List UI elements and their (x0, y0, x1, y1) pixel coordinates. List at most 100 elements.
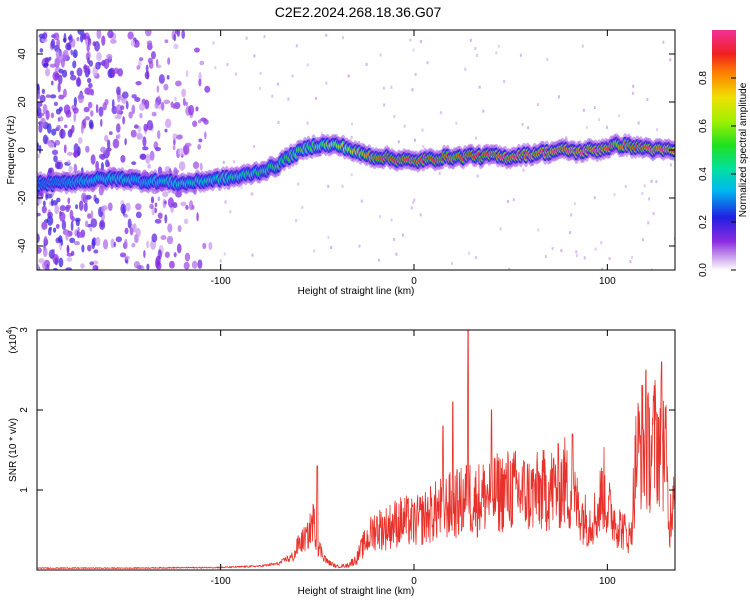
spectrogram-faint-cell (455, 121, 458, 125)
spectrogram-faint-cell (508, 267, 511, 270)
spectrogram-noise-cell (176, 134, 183, 140)
spectrogram-noise-cell (140, 265, 145, 270)
spectrogram-noise-cell (131, 94, 137, 99)
spectrogram-faint-cell (382, 86, 385, 90)
spectrogram-noise-cell (160, 235, 167, 240)
spectrogram-noise-cell (175, 80, 182, 87)
spectrogram-noise-cell (81, 192, 87, 202)
spectrogram-faint-cell (608, 257, 611, 261)
spectrogram-noise-cell (157, 129, 161, 140)
spectrogram-faint-cell (234, 72, 237, 76)
spectrogram-faint-cell (474, 46, 477, 50)
spectrogram-faint-cell (573, 202, 576, 206)
spectrogram-faint-cell (506, 199, 509, 203)
spectrogram-faint-cell (341, 184, 344, 188)
spectrogram-noise-cell (139, 153, 147, 160)
spectrogram-noise-cell (145, 30, 152, 37)
snr-y-tick-label: 1 (19, 487, 30, 493)
spectrogram-noise-cell (164, 214, 168, 224)
spectrogram-noise-cell (42, 200, 46, 207)
spectrogram-faint-cell (426, 61, 429, 65)
colorbar-label: Normalized spectral amplitude (738, 82, 749, 217)
spectrogram-noise-cell (101, 35, 106, 46)
spectrogram-noise-cell (162, 191, 169, 198)
spectrogram-y-tick-label: -40 (17, 238, 28, 253)
spectrogram-noise-cell (120, 155, 126, 163)
spectrogram-noise-cell (90, 154, 96, 165)
spectrogram-noise-cell (72, 107, 79, 114)
snr-multiplier-exponent: 4 (5, 329, 14, 334)
spectrogram-faint-cell (631, 91, 634, 95)
spectrogram-faint-cell (347, 74, 350, 78)
spectrogram-noise-cell (142, 146, 149, 151)
spectrogram-faint-cell (478, 85, 481, 89)
spectrogram-noise-cell (83, 64, 88, 74)
spectrogram-faint-cell (544, 255, 547, 259)
spectrogram-faint-cell (379, 53, 382, 57)
spectrogram-noise-cell (117, 133, 121, 140)
spectrogram-noise-cell (185, 101, 188, 107)
spectrogram-noise-cell (103, 58, 110, 70)
spectrogram-noise-cell (192, 120, 198, 127)
spectrogram-noise-cell (47, 211, 53, 219)
spectrogram-noise-cell (87, 57, 90, 65)
spectrogram-faint-cell (263, 35, 266, 39)
spectrogram-noise-cell (37, 212, 41, 217)
spectrogram-noise-cell (42, 262, 47, 270)
spectrogram-noise-cell (98, 106, 104, 117)
spectrogram-noise-cell (50, 112, 55, 119)
spectrogram-noise-cell (90, 218, 98, 228)
spectrogram-noise-cell (54, 161, 61, 169)
spectrogram-faint-cell (297, 182, 300, 186)
spectrogram-noise-cell (83, 202, 88, 213)
spectrogram-noise-cell (74, 149, 78, 158)
spectrogram-faint-cell (624, 185, 627, 189)
spectrogram-noise-cell (58, 106, 63, 112)
spectrogram-faint-cell (393, 237, 396, 241)
spectrogram-noise-cell (164, 118, 172, 129)
spectrogram-faint-cell (390, 218, 393, 222)
snr-multiplier-close: ) (8, 326, 19, 329)
spectrogram-noise-cell (56, 197, 61, 203)
spectrogram-noise-cell (90, 110, 94, 117)
spectrogram-faint-cell (593, 196, 596, 200)
spectrogram-faint-cell (229, 210, 232, 214)
spectrogram-noise-cell (51, 149, 59, 156)
spectrogram-noise-cell (193, 47, 200, 53)
spectrogram-noise-cell (88, 83, 93, 89)
spectrogram-noise-cell (43, 236, 48, 246)
spectrogram-faint-cell (495, 51, 498, 55)
spectrogram-noise-cell (100, 205, 104, 213)
spectrogram-noise-cell (192, 161, 200, 170)
spectrogram-faint-cell (295, 44, 298, 48)
spectrogram-faint-cell (519, 53, 522, 57)
spectrogram-noise-cell (154, 218, 162, 224)
spectrogram-faint-cell (277, 120, 280, 124)
spectrogram-faint-cell (306, 63, 309, 67)
spectrogram-faint-cell (512, 198, 515, 202)
spectrogram-noise-cell (92, 41, 96, 47)
spectrogram-noise-cell (163, 83, 169, 91)
spectrogram-noise-cell (46, 215, 54, 226)
spectrogram-noise-cell (188, 104, 195, 116)
spectrogram-noise-cell (80, 263, 85, 269)
spectrogram-faint-cell (499, 227, 502, 231)
spectrogram-noise-cell (48, 142, 55, 148)
spectrogram-noise-cell (183, 218, 189, 225)
spectrogram-noise-cell (120, 105, 125, 111)
spectrogram-noise-cell (142, 136, 147, 147)
spectrogram-noise-cell (154, 101, 159, 109)
spectrogram-faint-cell (413, 198, 416, 202)
spectrogram-faint-cell (655, 180, 658, 184)
spectrogram-faint-cell (475, 256, 478, 260)
spectrogram-x-tick-label: 0 (411, 276, 417, 287)
spectrogram-noise-cell (68, 165, 73, 173)
spectrogram-faint-cell (569, 231, 572, 235)
spectrogram-noise-cell (53, 32, 60, 41)
spectrogram-faint-cell (521, 123, 524, 127)
spectrogram-noise-cell (133, 261, 141, 269)
spectrogram-noise-cell (174, 30, 178, 35)
spectrogram-noise-cell (191, 260, 198, 269)
spectrogram-noise-cell (53, 101, 59, 106)
spectrogram-noise-cell (136, 132, 143, 139)
